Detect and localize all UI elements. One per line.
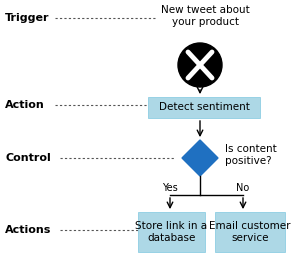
FancyBboxPatch shape xyxy=(138,212,205,252)
FancyBboxPatch shape xyxy=(215,212,285,252)
Text: Actions: Actions xyxy=(5,225,51,235)
Text: Email customer
service: Email customer service xyxy=(209,221,291,243)
Text: Store link in a
database: Store link in a database xyxy=(135,221,208,243)
Text: Control: Control xyxy=(5,153,51,163)
Text: New tweet about
your product: New tweet about your product xyxy=(161,5,249,27)
FancyBboxPatch shape xyxy=(148,97,260,118)
Text: Detect sentiment: Detect sentiment xyxy=(158,102,249,112)
Polygon shape xyxy=(182,140,218,176)
Text: Action: Action xyxy=(5,100,45,110)
Text: Is content
positive?: Is content positive? xyxy=(225,144,277,166)
Text: Trigger: Trigger xyxy=(5,13,50,23)
Text: Yes: Yes xyxy=(162,183,178,193)
Text: No: No xyxy=(237,183,250,193)
Circle shape xyxy=(178,43,222,87)
